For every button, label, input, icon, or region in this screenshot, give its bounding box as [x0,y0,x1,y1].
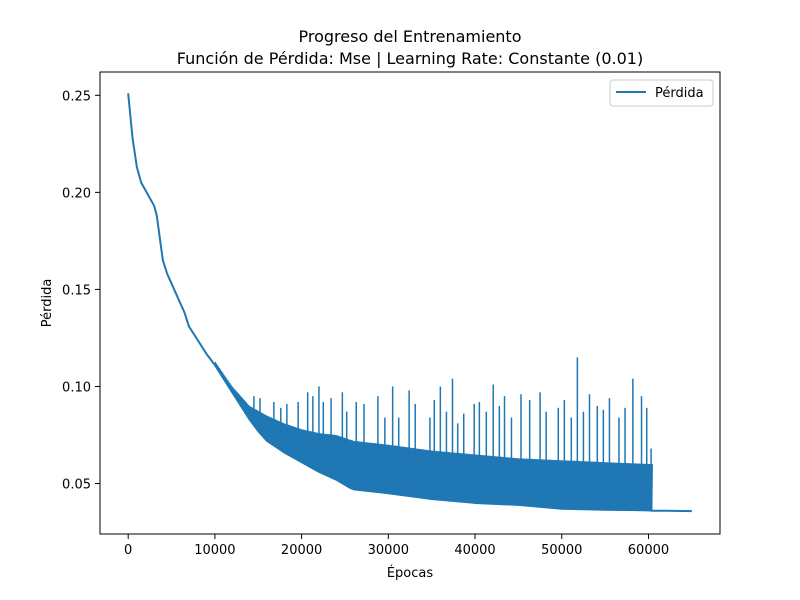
plot-frame [99,71,721,535]
y-tick-label: 0.20 [62,186,91,201]
y-axis-label: Pérdida [40,279,55,328]
plot-area [127,93,692,513]
x-tick-label: 0 [124,543,132,558]
y-tick-label: 0.15 [62,283,91,298]
legend: Pérdida [609,79,714,107]
x-tick-label: 10000 [194,543,235,558]
y-axis: 0.05 0.10 0.15 0.20 0.25 [62,89,100,493]
legend-box [609,79,714,107]
x-tick-label: 50000 [541,543,582,558]
y-tick-label: 0.10 [62,380,91,395]
x-tick-label: 30000 [368,543,409,558]
chart-subtitle: Función de Pérdida: Mse | Learning Rate:… [177,49,643,68]
x-axis-label: Épocas [387,565,434,581]
y-tick-label: 0.05 [62,478,91,493]
x-axis: 0 10000 20000 30000 40000 50000 60000 [124,534,669,558]
legend-entry-pérdida: Pérdida [655,86,704,101]
series-pérdida [127,93,692,513]
x-tick-label: 60000 [628,543,669,558]
x-tick-label: 20000 [281,543,322,558]
x-tick-label: 40000 [454,543,495,558]
chart-title: Progreso del Entrenamiento [299,27,522,46]
y-tick-label: 0.25 [62,89,91,104]
series-line [127,93,692,513]
